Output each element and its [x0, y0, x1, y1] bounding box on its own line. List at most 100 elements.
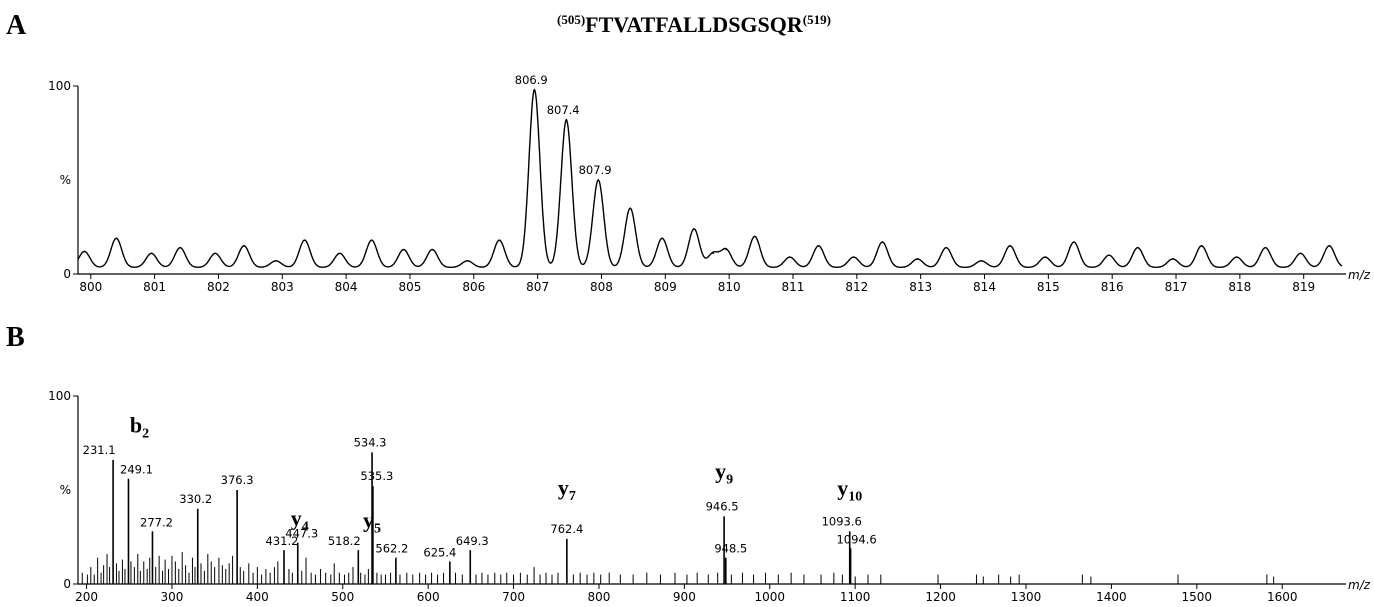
- peak-mz-label: 277.2: [140, 515, 173, 529]
- x-tick-label: 814: [973, 280, 996, 294]
- peak-apex: [1200, 245, 1203, 247]
- peak-mz-label: 535.3: [360, 469, 393, 483]
- peak-apex: [338, 252, 341, 255]
- peak-mz-label: 807.4: [547, 103, 580, 117]
- x-tick-label: 819: [1292, 280, 1315, 294]
- peak-apex: [533, 88, 536, 91]
- x-tick-label: 812: [845, 280, 868, 294]
- ion-index: 4: [302, 520, 309, 535]
- peak-apex: [725, 248, 727, 251]
- x-tick-label: 1100: [840, 590, 871, 604]
- peak-apex: [629, 207, 632, 209]
- y-axis-label: %: [60, 483, 71, 497]
- peak-apex: [881, 241, 884, 243]
- peak-apex: [1136, 246, 1139, 249]
- peak-apex: [712, 252, 714, 255]
- x-tick-label: 807: [526, 280, 549, 294]
- y-axis-label: %: [60, 173, 71, 187]
- peak-apex: [788, 256, 791, 258]
- x-tick-label: 801: [143, 280, 166, 294]
- peak-mz-label: 376.3: [221, 473, 254, 487]
- ion-type: y: [715, 458, 726, 483]
- peak-apex: [817, 245, 820, 247]
- peak-mz-label: 534.3: [354, 435, 387, 449]
- x-axis-label: m/z: [1348, 268, 1371, 282]
- peptide-end: (519): [803, 12, 831, 27]
- x-tick-label: 900: [673, 590, 696, 604]
- ion-label: y10: [837, 475, 862, 504]
- ion-label: y7: [558, 475, 576, 504]
- peak-apex: [1108, 254, 1110, 256]
- peak-mz-label: 806.9: [515, 73, 548, 87]
- peak-apex: [466, 260, 469, 262]
- peak-apex: [1264, 246, 1267, 249]
- ion-label: y5: [363, 507, 381, 536]
- x-tick-label: 1000: [755, 590, 786, 604]
- spectrum-a: 100% 0 800 801 802 803 804 805 806 807 808 809 810 81…: [48, 73, 1371, 294]
- ion-label: y9: [715, 458, 733, 487]
- x-tick-label: 816: [1101, 280, 1124, 294]
- x-tick-label: 815: [1037, 280, 1060, 294]
- ion-type: y: [837, 475, 848, 500]
- x-tick-label: 802: [207, 280, 230, 294]
- x-tick-label: 200: [75, 590, 98, 604]
- ion-index: 5: [374, 521, 381, 536]
- peak-mz-label: 1093.6: [822, 514, 862, 528]
- peak-apex: [1044, 256, 1046, 258]
- x-tick-label: 803: [271, 280, 294, 294]
- peak-mz-label: 431.2: [266, 534, 299, 548]
- peak-mz-label: 562.2: [375, 542, 408, 556]
- y-tick-label: 100: [48, 79, 71, 93]
- peak-apex: [1073, 241, 1075, 243]
- peak-mz-label: 1094.6: [836, 532, 876, 546]
- peak-apex: [1009, 245, 1011, 247]
- peak-mz-label: 231.1: [83, 443, 116, 457]
- x-tick-label: 400: [246, 590, 269, 604]
- peak-apex: [498, 239, 501, 241]
- x-tick-label: 1400: [1096, 590, 1127, 604]
- x-tick-label: 600: [417, 590, 440, 604]
- ion-type: y: [558, 475, 569, 500]
- x-tick-label: 804: [335, 280, 358, 294]
- x-tick-label: 500: [331, 590, 354, 604]
- ion-label: b2: [130, 413, 149, 442]
- peak-mz-label: 948.5: [714, 542, 747, 556]
- peak-apex: [370, 239, 373, 241]
- x-tick-label: 700: [502, 590, 525, 604]
- peak-apex: [115, 237, 118, 240]
- peak-apex: [1328, 245, 1331, 247]
- peak-mz-label: 649.3: [456, 534, 489, 548]
- peak-apex: [1299, 252, 1302, 255]
- peak-apex: [661, 237, 663, 240]
- peak-apex: [431, 248, 434, 251]
- peptide-sequence: FTVATFALLDSGSQR: [585, 12, 804, 37]
- x-tick-label: 800: [79, 280, 102, 294]
- x-tick-label: 1600: [1267, 590, 1298, 604]
- x-axis-label: m/z: [1348, 578, 1371, 592]
- x-tick-label: 805: [399, 280, 422, 294]
- peak-apex: [565, 119, 568, 121]
- ion-index: 9: [726, 472, 733, 487]
- x-tick-label: 800: [588, 590, 611, 604]
- peak-mz-label: 946.5: [706, 499, 739, 513]
- peak-mz-label: 330.2: [179, 492, 212, 506]
- panel-label-a: A: [6, 10, 27, 41]
- panel-label-b: B: [6, 322, 25, 353]
- x-tick-label: 813: [909, 280, 932, 294]
- x-tick-label: 809: [654, 280, 677, 294]
- x-tick-label: 806: [462, 280, 485, 294]
- peak-mz-label: 807.9: [579, 163, 612, 177]
- peak-mz-label: 447.3: [285, 527, 318, 541]
- peak-mz-label: 625.4: [423, 545, 456, 559]
- peak-apex: [597, 179, 600, 181]
- peak-apex: [243, 245, 245, 247]
- spectrum-b: 100% 0 200 300 400 500 600 700 800 900 1000 1100 120…: [48, 389, 1371, 604]
- x-tick-label: 818: [1228, 280, 1251, 294]
- x-tick-label: 1200: [925, 590, 956, 604]
- y-tick-label: 100: [48, 389, 71, 403]
- ion-label: y4: [291, 506, 309, 535]
- peak-mz-label: 518.2: [328, 534, 361, 548]
- x-tick-label: 1300: [1011, 590, 1042, 604]
- peak-apex: [693, 228, 695, 230]
